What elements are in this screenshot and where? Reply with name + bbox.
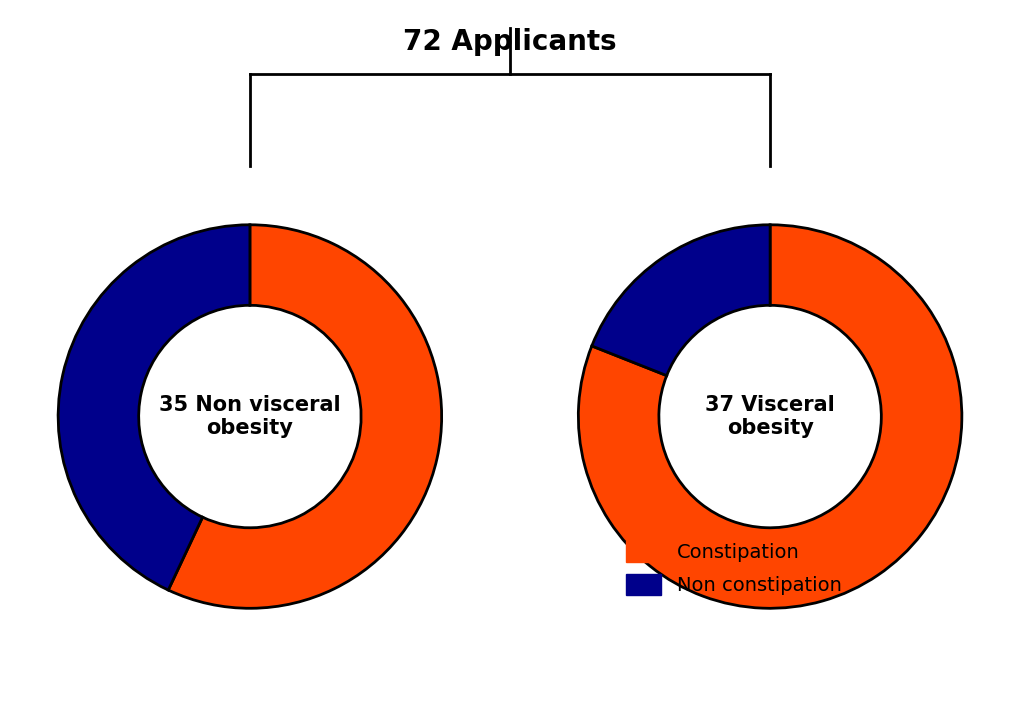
Wedge shape (168, 225, 441, 609)
Legend: Constipation, Non constipation: Constipation, Non constipation (616, 531, 851, 604)
Wedge shape (578, 225, 961, 609)
Wedge shape (58, 225, 250, 590)
Text: 72 Applicants: 72 Applicants (403, 28, 616, 56)
Wedge shape (591, 225, 769, 376)
Text: 37 Visceral
obesity: 37 Visceral obesity (704, 395, 835, 438)
Text: 35 Non visceral
obesity: 35 Non visceral obesity (159, 395, 340, 438)
